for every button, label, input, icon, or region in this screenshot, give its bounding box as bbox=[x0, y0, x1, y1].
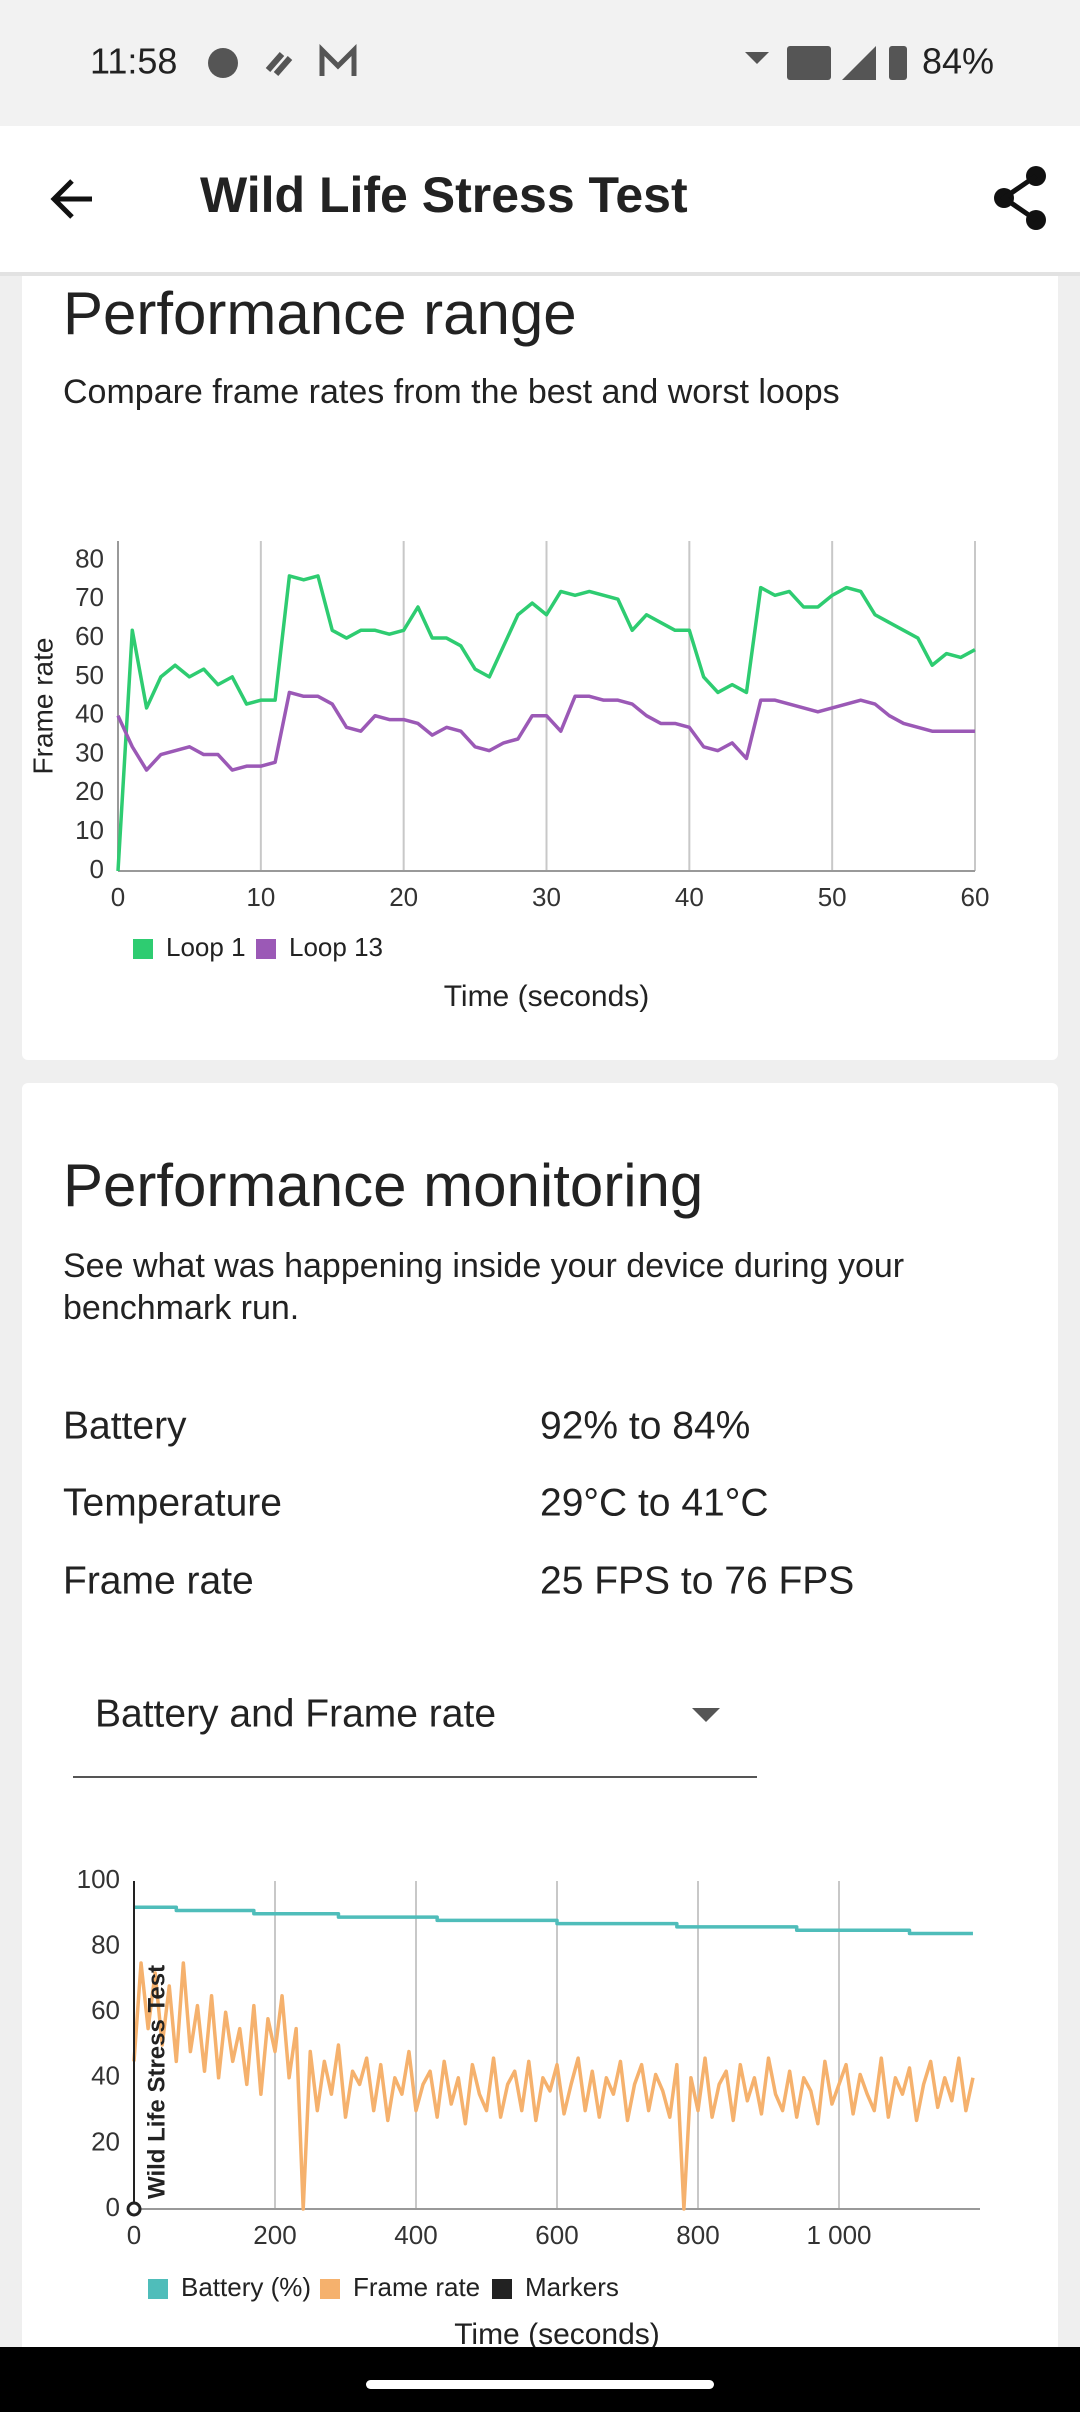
legend-swatch bbox=[133, 939, 153, 959]
y-axis-label: Frame rate bbox=[27, 638, 58, 775]
marker-label: Wild Life Stress Test bbox=[143, 1965, 170, 2199]
messenger-icon bbox=[208, 48, 238, 78]
x-tick-label: 400 bbox=[394, 2220, 437, 2250]
dropdown-arrow bbox=[692, 1708, 720, 1722]
monitor-card bbox=[22, 1083, 1058, 2412]
range-card bbox=[22, 240, 1058, 1060]
x-tick-label: 200 bbox=[253, 2220, 296, 2250]
x-tick-label: 60 bbox=[961, 882, 990, 912]
x-tick-label: 40 bbox=[675, 882, 704, 912]
series-line bbox=[134, 1905, 973, 1936]
legend-label: Loop 1 bbox=[166, 932, 246, 962]
x-tick-label: 0 bbox=[127, 2220, 141, 2250]
y-tick-label: 80 bbox=[91, 1929, 120, 1959]
app-title: Wild Life Stress Test bbox=[200, 167, 688, 223]
x-tick-label: 1 000 bbox=[806, 2220, 871, 2250]
y-tick-label: 100 bbox=[77, 1864, 120, 1894]
y-tick-label: 70 bbox=[75, 582, 104, 612]
x-tick-label: 800 bbox=[676, 2220, 719, 2250]
monitor-subtitle: See what was happening inside your devic… bbox=[63, 1247, 904, 1285]
monitor-title: Performance monitoring bbox=[63, 1152, 703, 1219]
y-tick-label: 10 bbox=[75, 815, 104, 845]
battery-icon bbox=[889, 46, 907, 80]
y-tick-label: 30 bbox=[75, 737, 104, 767]
x-tick-label: 0 bbox=[111, 882, 125, 912]
row-label: Frame rate bbox=[63, 1559, 254, 1602]
series-line bbox=[116, 690, 975, 772]
legend-label: Frame rate bbox=[353, 2272, 480, 2302]
volte-icon bbox=[787, 46, 831, 80]
y-tick-label: 40 bbox=[75, 699, 104, 729]
y-tick-label: 50 bbox=[75, 660, 104, 690]
y-tick-label: 20 bbox=[91, 2126, 120, 2156]
x-tick-label: 600 bbox=[535, 2220, 578, 2250]
range-subtitle: Compare frame rates from the best and wo… bbox=[63, 373, 840, 411]
series-line bbox=[116, 574, 976, 872]
x-tick-label: 20 bbox=[389, 882, 418, 912]
y-tick-label: 80 bbox=[75, 543, 104, 573]
app-icon bbox=[265, 52, 293, 76]
status-time: 11:58 bbox=[90, 41, 177, 82]
y-tick-label: 20 bbox=[75, 776, 104, 806]
x-tick-label: 10 bbox=[246, 882, 275, 912]
home-indicator[interactable] bbox=[366, 2380, 714, 2389]
nav-bar bbox=[0, 2347, 1080, 2412]
y-tick-label: 0 bbox=[106, 2192, 120, 2222]
x-tick-label: 50 bbox=[818, 882, 847, 912]
signal-icon bbox=[842, 46, 876, 80]
dropdown[interactable]: Battery and Frame rate bbox=[73, 1692, 757, 1778]
status-battery: 84% bbox=[922, 41, 994, 82]
series-line bbox=[132, 1961, 975, 2211]
app-bar-shadow bbox=[0, 272, 1080, 276]
y-tick-label: 0 bbox=[90, 854, 104, 884]
legend-swatch bbox=[148, 2279, 168, 2299]
app-bar bbox=[0, 126, 1080, 272]
share-button[interactable] bbox=[994, 166, 1046, 230]
x-tick-label: 30 bbox=[532, 882, 561, 912]
y-tick-label: 60 bbox=[91, 1995, 120, 2025]
x-axis-label: Time (seconds) bbox=[444, 980, 650, 1013]
gmail-icon bbox=[319, 43, 357, 76]
marker-dot bbox=[126, 2201, 142, 2217]
x-axis-label: Time (seconds) bbox=[454, 2318, 660, 2351]
y-tick-label: 40 bbox=[91, 2061, 120, 2091]
range-title: Performance range bbox=[63, 280, 577, 347]
legend-swatch bbox=[492, 2279, 512, 2299]
wifi-icon bbox=[745, 52, 769, 64]
row-value: 29°C to 41°C bbox=[540, 1481, 768, 1524]
legend-label: Markers bbox=[525, 2272, 619, 2302]
row-label: Battery bbox=[63, 1404, 187, 1447]
legend-swatch bbox=[320, 2279, 340, 2299]
row-value: 25 FPS to 76 FPS bbox=[540, 1559, 854, 1602]
monitor-subtitle: benchmark run. bbox=[63, 1289, 299, 1327]
y-tick-label: 60 bbox=[75, 621, 104, 651]
legend-label: Loop 13 bbox=[289, 932, 383, 962]
dropdown-text: Battery and Frame rate bbox=[95, 1692, 496, 1735]
legend-label: Battery (%) bbox=[181, 2272, 311, 2302]
row-value: 92% to 84% bbox=[540, 1404, 750, 1447]
back-button[interactable] bbox=[50, 179, 92, 219]
row-label: Temperature bbox=[63, 1481, 282, 1524]
legend-swatch bbox=[256, 939, 276, 959]
